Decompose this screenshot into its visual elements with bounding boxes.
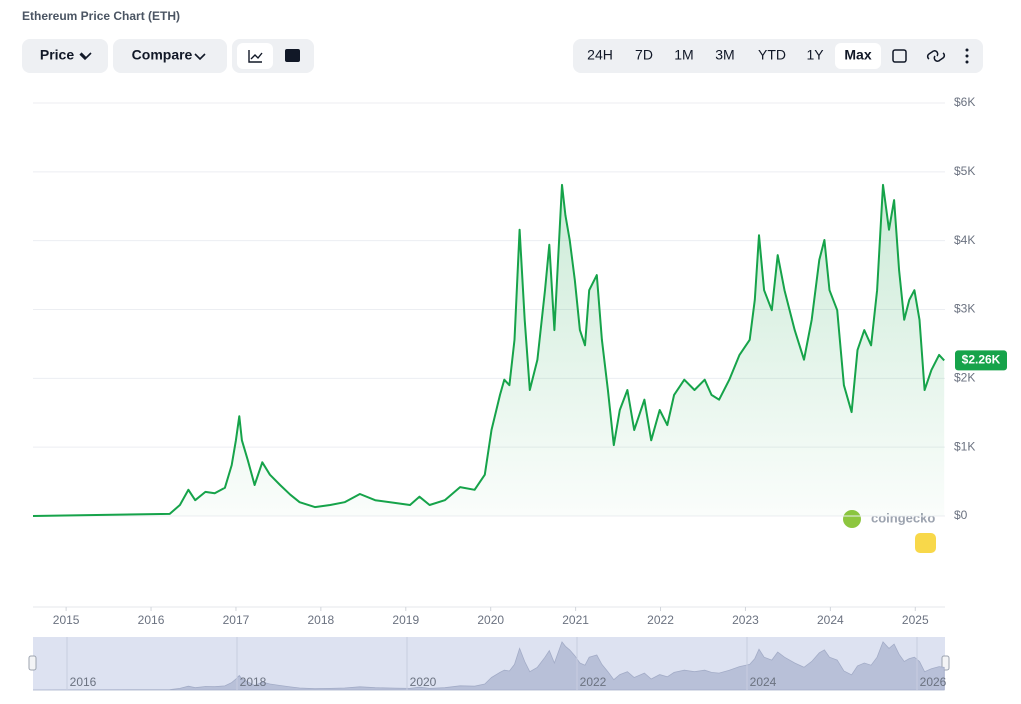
range-button[interactable]: 7D — [635, 47, 653, 63]
candle-button[interactable] — [285, 49, 300, 62]
x-tick-label: 2021 — [562, 613, 589, 627]
price-line — [32, 183, 945, 517]
last-price-tag — [955, 350, 1007, 371]
line-icon — [248, 50, 263, 63]
navigator-label: 2018 — [240, 675, 267, 689]
y-tick-label: $0 — [954, 508, 968, 522]
x-tick-label: 2022 — [647, 613, 674, 627]
x-tick-label: 2016 — [138, 613, 165, 627]
line-chart-button[interactable] — [237, 43, 273, 69]
menu-dot[interactable] — [965, 54, 969, 58]
range-button[interactable]: 1Y — [806, 47, 824, 63]
price-area — [33, 184, 945, 516]
toolbar-label: Price — [40, 47, 74, 63]
navigator-label: 2016 — [70, 675, 97, 689]
price-button[interactable] — [22, 39, 108, 73]
chart-title: Ethereum Price Chart (ETH) — [22, 9, 180, 23]
navigator-handle[interactable] — [28, 655, 37, 671]
toolbar-label: Compare — [132, 47, 193, 63]
navigator-label: 2026 — [920, 675, 947, 689]
range-active[interactable] — [835, 43, 881, 69]
x-tick-label: 2018 — [308, 613, 335, 627]
link-icon[interactable] — [926, 50, 946, 62]
y-tick-label: $1K — [954, 439, 975, 453]
navigator-label: 2022 — [580, 675, 607, 689]
y-tick-label: $5K — [954, 164, 975, 178]
navigator-label: 2020 — [410, 675, 437, 689]
y-tick-label: $6K — [954, 95, 975, 109]
y-tick-label: $3K — [954, 302, 975, 316]
x-tick-label: 2025 — [902, 613, 929, 627]
last-price-label: $2.26K — [962, 353, 1001, 367]
range-button[interactable]: YTD — [758, 47, 786, 63]
menu-dot[interactable] — [965, 60, 969, 64]
x-tick-label: 2024 — [817, 613, 844, 627]
x-tick-label: 2019 — [392, 613, 419, 627]
x-tick-label: 2017 — [223, 613, 250, 627]
range-button[interactable]: 24H — [587, 47, 613, 63]
range-button[interactable]: 1M — [674, 47, 693, 63]
navigator-area — [32, 641, 945, 691]
range-button[interactable]: Max — [844, 47, 871, 63]
dropdown-arrow — [79, 52, 206, 61]
ai-button[interactable] — [915, 533, 936, 553]
navigator-label: 2024 — [750, 675, 777, 689]
x-tick-label: 2020 — [477, 613, 504, 627]
x-tick-label: 2015 — [53, 613, 80, 627]
menu-dot[interactable] — [965, 48, 969, 52]
range-button[interactable]: 3M — [715, 47, 734, 63]
navigator-handle[interactable] — [941, 655, 950, 671]
y-tick-label: $4K — [954, 233, 975, 247]
x-tick-label: 2023 — [732, 613, 759, 627]
y-tick-label: $2K — [954, 371, 975, 385]
compare-button[interactable] — [113, 39, 227, 73]
calendar-icon[interactable] — [892, 49, 907, 63]
